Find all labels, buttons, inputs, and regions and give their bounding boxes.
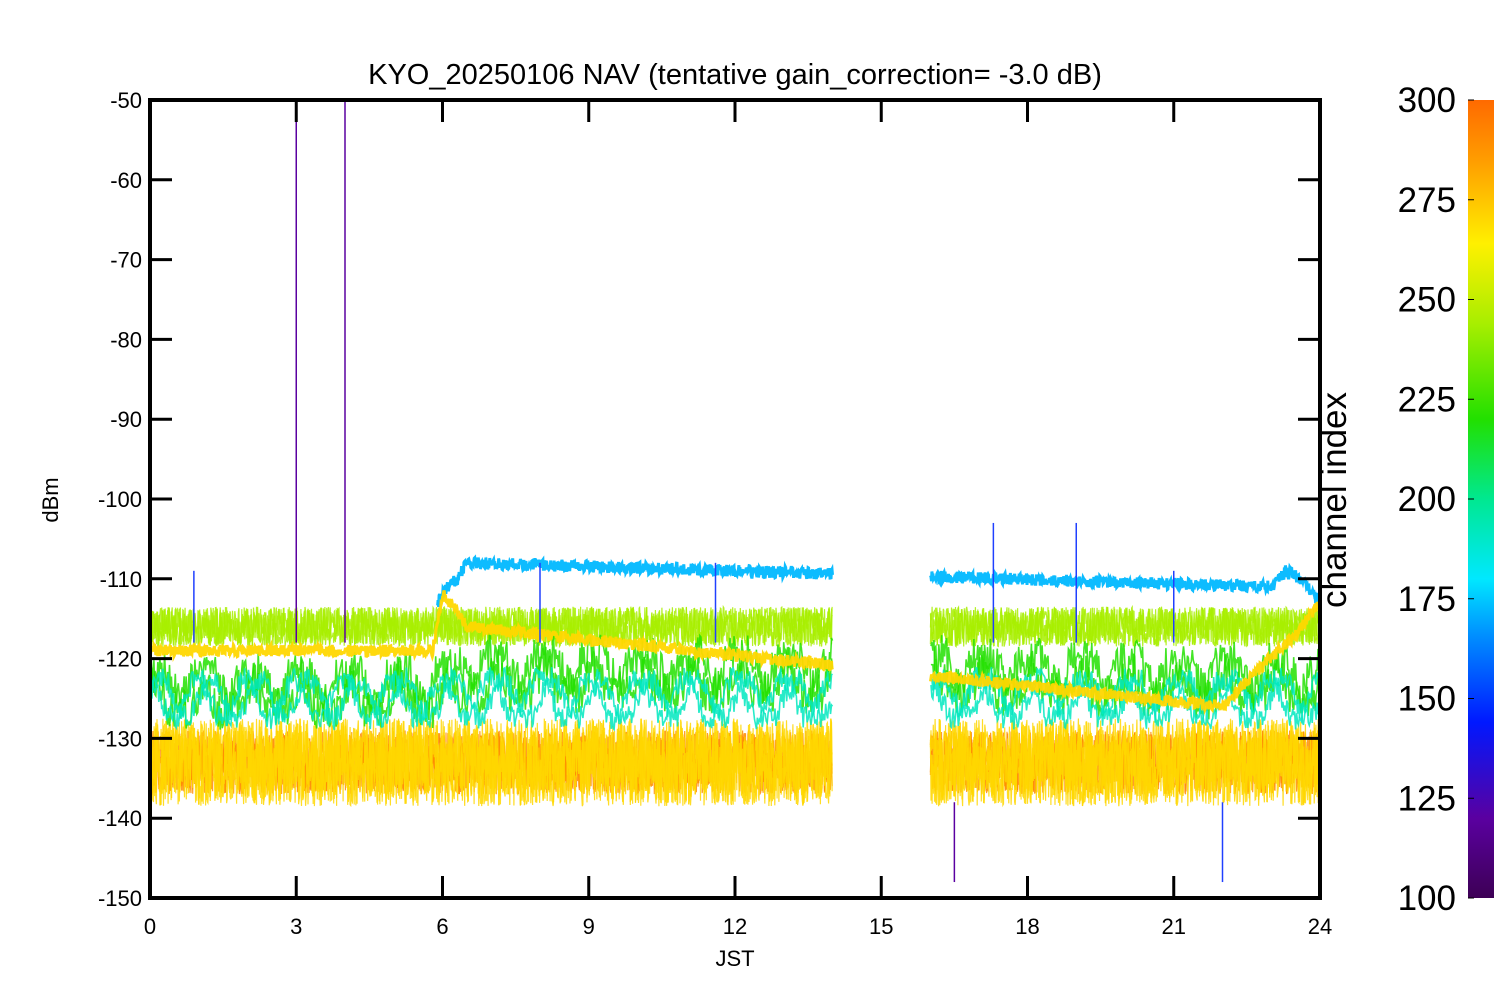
- series-ch170: [436, 554, 1320, 608]
- y-tick-label: -50: [110, 88, 142, 113]
- x-tick-label: 3: [290, 914, 302, 939]
- colorbar-tick-label: 150: [1398, 680, 1456, 719]
- y-tick-label: -150: [98, 886, 142, 911]
- y-axis-label: dBm: [38, 477, 63, 522]
- x-tick-label: 6: [436, 914, 448, 939]
- colorbar-tick-label: 100: [1398, 879, 1456, 918]
- series-ch265: [150, 718, 1320, 808]
- y-tick-label: -130: [98, 726, 142, 751]
- x-tick-label: 18: [1015, 914, 1039, 939]
- colorbar-tick-label: 225: [1398, 380, 1456, 419]
- colorbar-tick-label: 275: [1398, 181, 1456, 220]
- x-tick-label: 21: [1162, 914, 1186, 939]
- colorbar-tick-label: 125: [1398, 779, 1456, 818]
- colorbar-label: channel index: [1315, 392, 1354, 608]
- series-ch110: [295, 100, 956, 883]
- y-tick-label: -100: [98, 487, 142, 512]
- y-tick-label: -110: [100, 567, 142, 592]
- series-ch268: [150, 590, 1320, 716]
- chart-title: KYO_20250106 NAV (tentative gain_correct…: [368, 59, 1102, 91]
- y-tick-label: -140: [98, 806, 142, 831]
- colorbar-tick-label: 175: [1398, 580, 1456, 619]
- x-axis-label: JST: [715, 946, 754, 971]
- x-tick-label: 0: [144, 914, 156, 939]
- x-axis-ticks: 0 3 6 9 12 15 18 21 24: [144, 100, 1332, 939]
- y-tick-label: -120: [98, 647, 142, 672]
- y-tick-label: -80: [110, 327, 142, 352]
- series-ch140: [193, 522, 1224, 883]
- x-tick-label: 9: [583, 914, 595, 939]
- colorbar-ticks: 100 125 150 175 200 225 250 275 300: [1398, 81, 1474, 918]
- colorbar-tick-label: 300: [1398, 81, 1456, 120]
- data-layer: [150, 100, 1320, 883]
- colorbar-tick-label: 200: [1398, 480, 1456, 519]
- y-axis-ticks: -50 -60 -70 -80 -90 -100 -110 -120 -130 -140 -150: [98, 88, 1320, 911]
- colorbar-tick-label: 250: [1398, 281, 1456, 320]
- y-tick-label: -70: [110, 248, 142, 273]
- x-tick-label: 15: [869, 914, 893, 939]
- x-tick-label: 24: [1308, 914, 1332, 939]
- y-tick-label: -90: [110, 407, 142, 432]
- y-tick-label: -60: [110, 168, 142, 193]
- x-tick-label: 12: [723, 914, 747, 939]
